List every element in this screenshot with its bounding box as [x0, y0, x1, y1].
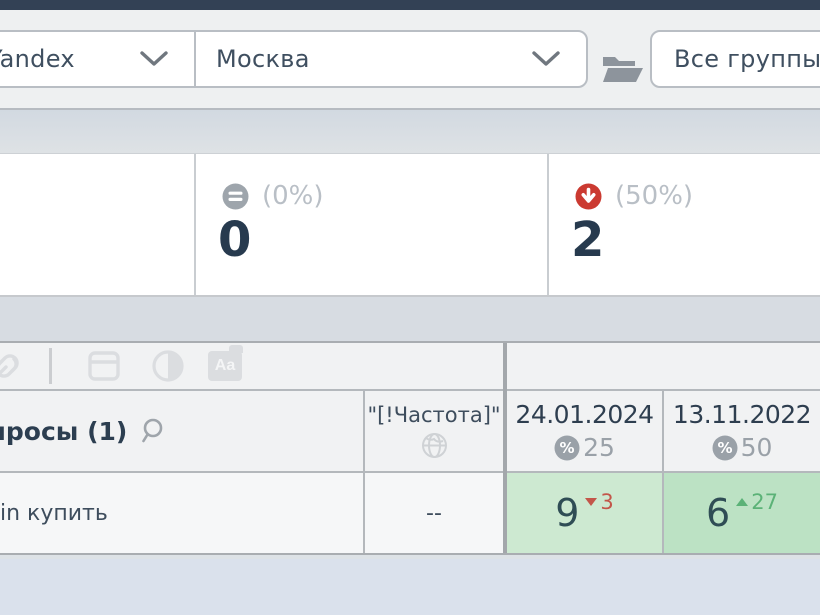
- summary-card-dropped[interactable]: (50%) 2: [549, 154, 820, 295]
- percent-value: 50: [740, 433, 773, 462]
- open-folder-button[interactable]: [600, 52, 644, 88]
- change-value: 3: [600, 490, 614, 514]
- date-label: 24.01.2024: [515, 400, 654, 429]
- frequency-header-cell[interactable]: "[!Частота]": [365, 391, 503, 471]
- summary-value: 0: [218, 212, 252, 268]
- percent-circle-icon: %: [712, 435, 738, 460]
- change-indicator-down: 3: [585, 490, 614, 514]
- table-toolbar: Aa: [0, 343, 503, 391]
- link-button[interactable]: [0, 349, 24, 383]
- divider-band-middle: [0, 297, 820, 341]
- summary-percent: (0%): [262, 181, 324, 211]
- contrast-icon: [152, 350, 184, 382]
- search-engine-select[interactable]: Yandex: [0, 30, 196, 88]
- divider-band-top: [0, 110, 820, 153]
- percent-value: 25: [583, 433, 615, 462]
- svg-text:%: %: [560, 439, 575, 457]
- keywords-header-cell[interactable]: Запросы (1): [0, 391, 365, 471]
- window-view-button[interactable]: [88, 351, 120, 381]
- window-icon: [88, 351, 120, 381]
- summary-card-unchanged[interactable]: (0%) 0: [196, 154, 549, 295]
- summary-value: 2: [571, 212, 605, 268]
- position-value: 9: [555, 491, 580, 535]
- position-cell[interactable]: 6 27: [664, 473, 820, 553]
- frequency-value: --: [426, 500, 442, 526]
- summary-cards: (0%) 0 (50%) 2: [0, 153, 820, 297]
- position-value: 6: [706, 491, 731, 535]
- arrow-down-circle-icon: [575, 183, 602, 209]
- panel-divider: [503, 343, 507, 553]
- frequency-cell: --: [365, 473, 503, 553]
- chevron-down-icon: [140, 51, 168, 66]
- chevron-down-icon: [532, 51, 560, 66]
- date-header-cell[interactable]: 13.11.2022 % 50: [664, 391, 820, 471]
- keyword-cell[interactable]: in купить: [0, 473, 365, 553]
- triangle-down-icon: [585, 498, 598, 506]
- keyword-text: in купить: [0, 500, 108, 526]
- table-header-left: Запросы (1) "[!Частота]": [0, 391, 503, 473]
- groups-value: Все группы: [674, 45, 820, 73]
- table-row: in купить --: [0, 473, 503, 553]
- dates-toolbar-spacer: [507, 343, 820, 391]
- keywords-panel: Aa Запросы (1) "[!Частота]": [0, 343, 503, 553]
- contrast-button[interactable]: [152, 350, 184, 382]
- top-bar: [0, 0, 820, 10]
- table-header-dates: 24.01.2024 % 25 13.11.2022 %: [507, 391, 820, 473]
- groups-select[interactable]: Все группы: [650, 30, 820, 88]
- rank-table: Aa Запросы (1) "[!Частота]": [0, 341, 820, 555]
- date-label: 13.11.2022: [672, 400, 812, 429]
- globe-icon: [421, 433, 447, 458]
- region-select[interactable]: Москва: [194, 30, 588, 88]
- equals-circle-icon: [222, 183, 249, 209]
- date-header-cell[interactable]: 24.01.2024 % 25: [507, 391, 664, 471]
- dates-panel: 24.01.2024 % 25 13.11.2022 %: [507, 343, 820, 553]
- keywords-label: Запросы (1): [0, 416, 128, 446]
- summary-card-cut[interactable]: [0, 154, 196, 295]
- search-icon[interactable]: [141, 417, 169, 445]
- table-row-positions: 9 3 6 27: [507, 473, 820, 553]
- frequency-label: "[!Частота]": [367, 403, 501, 427]
- font-case-icon: Aa: [208, 345, 243, 381]
- bottom-band: [0, 559, 820, 615]
- filter-bar: Yandex Москва Все группы: [0, 10, 820, 110]
- change-indicator-up: 27: [736, 490, 778, 514]
- percent-circle-icon: %: [554, 435, 580, 460]
- change-value: 27: [751, 490, 778, 514]
- toolbar-divider: [49, 348, 52, 384]
- font-case-button[interactable]: Aa: [208, 345, 243, 381]
- summary-percent: (50%): [615, 181, 694, 211]
- svg-text:%: %: [717, 439, 732, 457]
- triangle-up-icon: [736, 498, 749, 506]
- open-folder-icon: [603, 57, 643, 82]
- position-cell[interactable]: 9 3: [507, 473, 664, 553]
- region-value: Москва: [216, 45, 310, 73]
- search-engine-value: Yandex: [0, 45, 75, 73]
- link-icon: [0, 354, 19, 378]
